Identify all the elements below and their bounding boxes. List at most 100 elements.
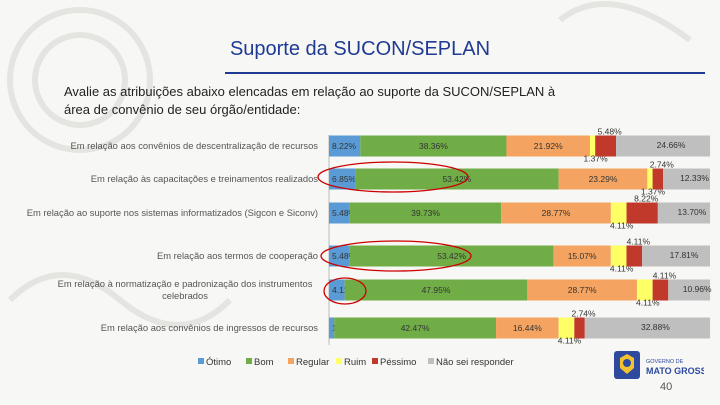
bar-segment xyxy=(589,135,596,157)
data-label: 47.95% xyxy=(422,285,451,295)
data-label: 21.92% xyxy=(534,141,563,151)
bar-segment xyxy=(349,202,502,224)
category-label: Em relação à normatização e padronização… xyxy=(58,278,313,289)
bar-segment xyxy=(553,245,611,267)
data-label: 53.42% xyxy=(437,251,466,261)
bar-segment xyxy=(527,279,637,301)
bar-segment xyxy=(647,168,653,190)
page-number: 40 xyxy=(660,381,673,393)
highlight-ellipse xyxy=(323,277,367,305)
data-label: 12.33% xyxy=(680,173,709,183)
highlight-ellipse xyxy=(320,240,472,272)
category-label: Em relação aos convênios de ingressos de… xyxy=(101,322,319,333)
data-label: 38.36% xyxy=(419,141,448,151)
data-label: 5.48% xyxy=(332,251,357,261)
bar-segment xyxy=(501,202,611,224)
bar-segment xyxy=(652,168,664,190)
bar-segment xyxy=(636,279,653,301)
bar-segment xyxy=(329,245,350,267)
bar-segment xyxy=(329,168,356,190)
data-label: 8.22% xyxy=(634,194,659,204)
legend-swatch xyxy=(288,358,294,364)
data-label: 4.11% xyxy=(610,264,634,274)
legend-swatch xyxy=(372,358,378,364)
data-label: 15.07% xyxy=(568,251,597,261)
logo-line2: MATO GROSSO xyxy=(646,366,704,376)
data-label: 4.11% xyxy=(332,285,356,295)
legend-label: Regular xyxy=(296,357,329,368)
data-label: 28.77% xyxy=(568,285,597,295)
bar-segment xyxy=(616,135,711,157)
bar-segment xyxy=(610,202,627,224)
legend-label: Péssimo xyxy=(380,357,416,368)
bar-segment xyxy=(349,245,554,267)
category-label: celebrados xyxy=(162,290,208,301)
bar-segment xyxy=(329,279,345,301)
question-text: Avalie as atribuições abaixo elencadas e… xyxy=(64,84,556,117)
category-label: Em relação aos convênios de descentraliz… xyxy=(70,140,318,151)
data-label: 2.74% xyxy=(650,160,675,170)
bar-segment xyxy=(610,245,627,267)
mato-grosso-logo: GOVERNO DE MATO GROSSO xyxy=(614,351,704,379)
data-label: 2.74% xyxy=(571,309,596,319)
legend-swatch xyxy=(336,358,342,364)
data-label: 32.88% xyxy=(641,322,670,332)
data-label: 4.11% xyxy=(653,271,677,281)
legend-label: Não sei responder xyxy=(436,357,514,368)
data-label: 5.48% xyxy=(332,208,357,218)
bar-segment xyxy=(329,202,350,224)
data-label: 4.11% xyxy=(558,336,582,346)
category-label: Em relação aos termos de cooperação xyxy=(157,250,318,261)
data-label: 6.85% xyxy=(332,174,357,184)
data-label: 13.70% xyxy=(678,207,707,217)
bar-segment xyxy=(360,135,507,157)
bar-segment xyxy=(584,317,711,339)
slide-title: Suporte da SUCON/SEPLAN xyxy=(229,38,491,60)
legend-label: Ótimo xyxy=(206,357,231,368)
category-label: Em relação ao suporte nos sistemas infor… xyxy=(27,207,318,218)
data-label: 4.11% xyxy=(610,221,634,231)
data-label: 1.37% xyxy=(641,187,666,197)
bar-segment xyxy=(558,168,648,190)
bar-segment xyxy=(506,135,590,157)
data-label: 53.42% xyxy=(442,174,471,184)
data-label: 28.77% xyxy=(542,208,571,218)
legend-label: Bom xyxy=(254,357,274,368)
bar-segment xyxy=(642,245,710,267)
bar-segment xyxy=(663,168,710,190)
coat-of-arms-icon xyxy=(614,351,640,379)
data-label: 4.11% xyxy=(627,237,651,247)
data-label: 10.96% xyxy=(683,284,712,294)
data-label: 8.22% xyxy=(332,141,357,151)
data-label: 16.44% xyxy=(513,323,542,333)
legend-swatch xyxy=(246,358,252,364)
category-label: Em relação às capacitações e treinamento… xyxy=(91,173,319,184)
bar-segment xyxy=(334,317,497,339)
bar-segment xyxy=(626,202,658,224)
bar-segment xyxy=(329,135,361,157)
data-label: 5.48% xyxy=(598,127,623,137)
bar-segment xyxy=(344,279,528,301)
logo-line1: GOVERNO DE xyxy=(646,359,684,365)
bar-segment xyxy=(329,317,335,339)
data-label: 17.81% xyxy=(670,250,699,260)
data-label: 24.66% xyxy=(657,140,686,150)
highlight-ellipse xyxy=(317,161,469,193)
data-label: 39.73% xyxy=(411,208,440,218)
bar-segment xyxy=(595,135,617,157)
bar-segment xyxy=(668,279,711,301)
data-label: 4.11% xyxy=(636,298,660,308)
data-label: 1.37% xyxy=(584,154,609,164)
data-label: 23.29% xyxy=(589,174,618,184)
bar-segment xyxy=(355,168,559,190)
title-underline xyxy=(225,72,705,74)
data-label: 42.47% xyxy=(401,323,430,333)
bar-segment xyxy=(574,317,585,339)
bar-segment xyxy=(558,317,575,339)
bar-segment xyxy=(657,202,711,224)
bar-segment xyxy=(496,317,559,339)
legend-swatch xyxy=(198,358,204,364)
legend-swatch xyxy=(428,358,434,364)
legend-label: Ruim xyxy=(344,357,366,368)
